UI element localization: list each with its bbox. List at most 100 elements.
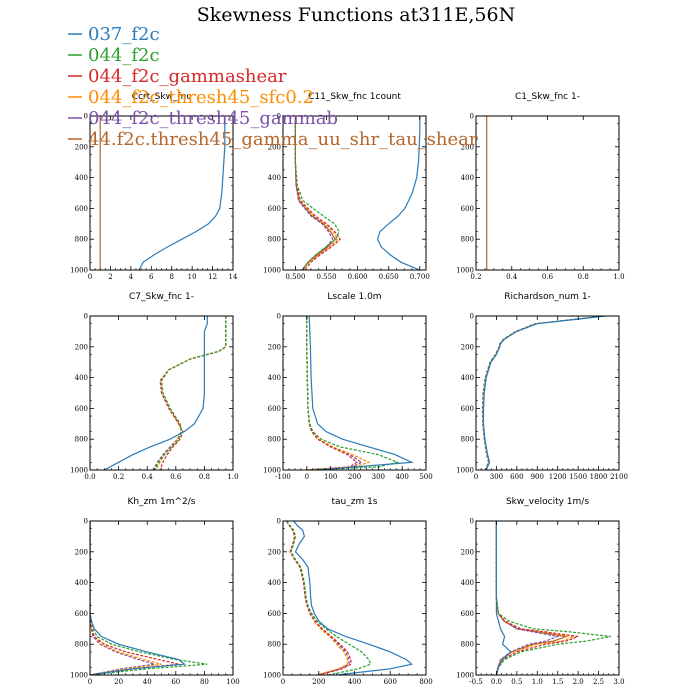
x-tick-label: 0.500 xyxy=(285,273,305,281)
panel-1: Ccrt_Skw_fnc 0 2 4 6 8 10 12 14 0 200 400 600 800 1000 xyxy=(70,92,238,281)
x-tick-label: 0 xyxy=(305,473,309,481)
series-line-3 xyxy=(306,316,358,470)
x-tick-label: 0.600 xyxy=(348,273,368,281)
series-line-2 xyxy=(294,116,340,270)
x-tick-label: 400 xyxy=(395,473,408,481)
y-tick-label: 1000 xyxy=(456,672,474,680)
x-tick-label: 0 xyxy=(474,473,478,481)
plot-frame xyxy=(475,115,620,271)
series-line-3 xyxy=(159,316,227,470)
x-tick-label: 800 xyxy=(419,678,432,686)
series-line-1 xyxy=(90,521,186,675)
y-tick-label: 0 xyxy=(277,113,281,121)
series-line-2 xyxy=(306,316,400,470)
x-tick-label: 0 xyxy=(88,678,92,686)
legend-label: 037_f2c xyxy=(88,24,160,45)
y-tick-label: 0 xyxy=(470,518,474,526)
series-line-1 xyxy=(138,116,226,270)
legend-label: 044_f2c_thresh45_sfc0.2 xyxy=(88,87,314,108)
y-tick-label: 1000 xyxy=(263,467,281,475)
y-tick-label: 200 xyxy=(268,143,281,151)
y-tick-label: 1000 xyxy=(70,267,88,275)
y-tick-label: 600 xyxy=(461,405,474,413)
legend: 037_f2c044_f2c044_f2c_gammashear044_f2c_… xyxy=(68,24,478,150)
y-tick-label: 200 xyxy=(461,143,474,151)
panel-title: Kh_zm 1m^2/s xyxy=(128,497,196,507)
series-group xyxy=(286,521,414,675)
x-tick-label: -0.5 xyxy=(469,678,483,686)
y-tick-label: 200 xyxy=(75,143,88,151)
y-tick-label: 800 xyxy=(268,436,281,444)
x-tick-label: 0.6 xyxy=(170,473,182,481)
legend-label: 044_f2c_gammashear xyxy=(88,66,287,87)
y-tick-label: 0 xyxy=(84,113,88,121)
legend-item: 037_f2c xyxy=(68,24,160,45)
x-tick-label: 100 xyxy=(324,473,337,481)
y-tick-label: 800 xyxy=(75,641,88,649)
series-line-4 xyxy=(306,316,371,470)
series-line-2 xyxy=(495,521,611,675)
series-line-5 xyxy=(495,521,560,675)
x-tick-label: 200 xyxy=(312,678,325,686)
x-tick-label: 1.0 xyxy=(613,273,624,281)
series-line-2 xyxy=(90,521,208,675)
x-tick-label: 12 xyxy=(208,273,217,281)
series-group xyxy=(306,316,415,470)
series-line-2 xyxy=(286,521,372,675)
x-tick-label: 500 xyxy=(419,473,432,481)
x-tick-label: 8 xyxy=(169,273,173,281)
x-tick-label: 1.0 xyxy=(532,678,543,686)
x-tick-label: 0 xyxy=(88,273,92,281)
legend-label: 044_f2c_thresh45_gammab xyxy=(88,108,338,129)
y-tick-label: 800 xyxy=(268,236,281,244)
plot-frame xyxy=(475,315,620,471)
y-tick-label: 800 xyxy=(461,236,474,244)
y-tick-label: 0 xyxy=(470,113,474,121)
panel-title: Richardson_num 1- xyxy=(504,292,591,302)
x-tick-label: 300 xyxy=(372,473,385,481)
legend-item: 044_f2c_gammashear xyxy=(68,66,287,87)
series-line-1 xyxy=(293,521,414,675)
panel-2: C11_Skw_fnc 1count 0.500 0.550 0.600 0.650 0.… xyxy=(263,92,430,281)
series-line-3 xyxy=(481,316,604,470)
y-tick-label: 600 xyxy=(268,405,281,413)
y-tick-label: 400 xyxy=(75,374,88,382)
panel-9: Skw_velocity 1m/s -0.5 0.0 0.5 1.0 1.5 2.0 2.5 3… xyxy=(456,497,624,686)
y-tick-label: 200 xyxy=(75,343,88,351)
panel-title: Ccrt_Skw_fnc xyxy=(132,92,192,102)
y-tick-label: 600 xyxy=(461,205,474,213)
panel-title: tau_zm 1s xyxy=(331,497,377,507)
plot-frame xyxy=(475,520,620,676)
series-line-5 xyxy=(152,316,227,470)
series-line-3 xyxy=(495,521,579,675)
series-group xyxy=(99,116,226,270)
series-group xyxy=(104,316,227,470)
x-tick-label: 0.0 xyxy=(84,473,95,481)
series-group xyxy=(495,521,611,675)
panel-title: C1_Skw_fnc 1- xyxy=(515,92,580,102)
figure-title: Skewness Functions at311E,56N xyxy=(197,4,515,26)
legend-label: 044_f2c xyxy=(88,45,160,66)
y-tick-label: 400 xyxy=(268,374,281,382)
y-tick-label: 1000 xyxy=(263,267,281,275)
x-tick-label: 20 xyxy=(114,678,123,686)
series-line-3 xyxy=(286,521,352,675)
panel-5: Lscale 1.0m -100 0 100 200 300 400 500 0 200 400 60… xyxy=(263,292,433,481)
y-tick-label: 0 xyxy=(84,313,88,321)
x-tick-label: 1.0 xyxy=(227,473,238,481)
y-tick-label: 200 xyxy=(461,548,474,556)
x-tick-label: 2 xyxy=(108,273,112,281)
y-tick-label: 1000 xyxy=(70,672,88,680)
plot-frame xyxy=(282,315,427,471)
y-tick-label: 0 xyxy=(277,313,281,321)
y-tick-label: 400 xyxy=(75,579,88,587)
y-tick-label: 600 xyxy=(268,610,281,618)
y-tick-label: 600 xyxy=(461,610,474,618)
series-line-1 xyxy=(308,316,415,470)
series-line-6 xyxy=(495,521,569,675)
legend-label: 44.f2c.thresh45_gamma_uu_shr_tau_shear xyxy=(88,129,478,150)
series-line-5 xyxy=(306,316,363,470)
x-tick-label: 1200 xyxy=(549,473,567,481)
series-line-1 xyxy=(104,316,208,470)
y-tick-label: 600 xyxy=(75,205,88,213)
